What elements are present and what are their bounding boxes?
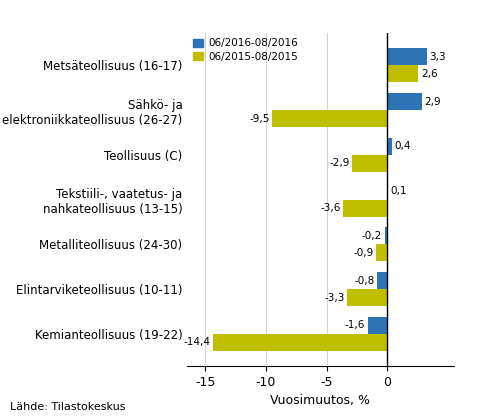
Bar [387,65,419,82]
Text: -1,6: -1,6 [345,320,365,330]
Text: 0,4: 0,4 [394,141,411,151]
Text: 2,6: 2,6 [421,69,437,79]
Bar [387,183,388,200]
Bar [377,272,387,289]
Text: -3,6: -3,6 [320,203,341,213]
Bar [352,155,387,172]
Text: -14,4: -14,4 [183,337,211,347]
Bar [387,93,422,110]
Bar [213,334,387,351]
Bar [385,228,387,245]
Bar [376,245,387,261]
Bar [344,200,387,217]
Text: -0,2: -0,2 [362,231,382,241]
Bar [387,138,392,155]
Text: 3,3: 3,3 [429,52,446,62]
Bar [387,48,427,65]
Bar [347,289,387,306]
Text: -3,3: -3,3 [324,293,345,303]
Text: Lähde: Tilastokeskus: Lähde: Tilastokeskus [10,402,125,412]
X-axis label: Vuosimuutos, %: Vuosimuutos, % [271,394,370,407]
Text: -0,9: -0,9 [353,248,374,258]
Legend: 06/2016-08/2016, 06/2015-08/2015: 06/2016-08/2016, 06/2015-08/2015 [193,39,298,62]
Bar [368,317,387,334]
Text: -2,9: -2,9 [329,158,350,168]
Text: -0,8: -0,8 [354,276,375,286]
Bar [272,110,387,127]
Text: 0,1: 0,1 [390,186,407,196]
Text: 2,9: 2,9 [424,97,441,106]
Text: -9,5: -9,5 [249,114,270,124]
